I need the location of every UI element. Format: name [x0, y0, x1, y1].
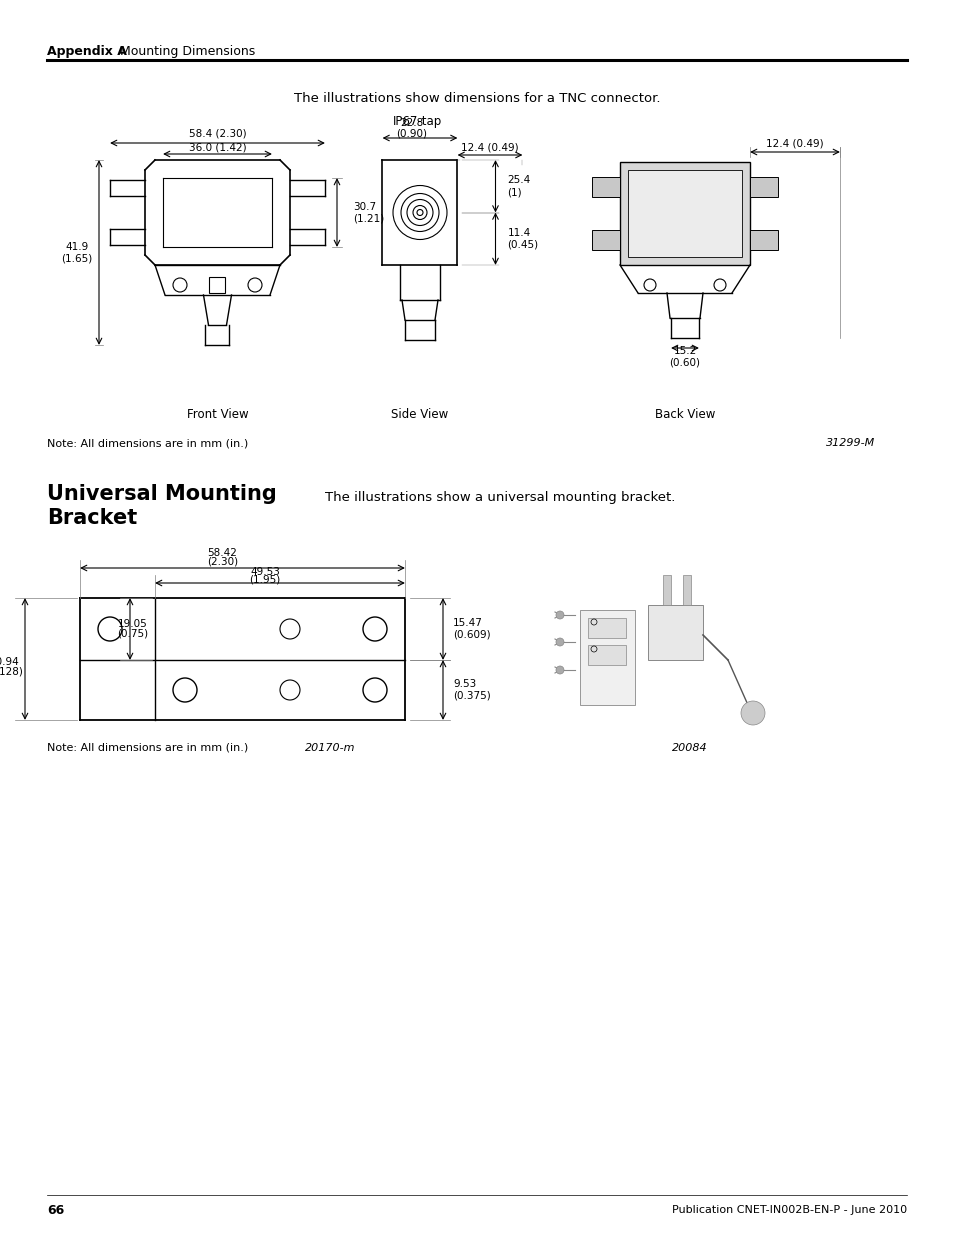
Text: 36.0 (1.42): 36.0 (1.42) — [189, 143, 246, 153]
Bar — [749, 230, 778, 249]
Text: 12.4 (0.49): 12.4 (0.49) — [765, 140, 823, 149]
Text: IP67-tap: IP67-tap — [393, 116, 442, 128]
Bar — [749, 177, 778, 198]
Text: 12.4 (0.49): 12.4 (0.49) — [460, 143, 517, 153]
Bar — [592, 177, 619, 198]
Text: The illustrations show dimensions for a TNC connector.: The illustrations show dimensions for a … — [294, 91, 659, 105]
Text: Note: All dimensions are in mm (in.): Note: All dimensions are in mm (in.) — [47, 438, 248, 448]
Text: 58.42: 58.42 — [208, 548, 237, 558]
Text: (1.128): (1.128) — [0, 666, 23, 676]
Text: 30.7
(1.21): 30.7 (1.21) — [353, 201, 384, 224]
Bar — [619, 162, 749, 266]
Text: 19.05: 19.05 — [118, 619, 148, 629]
Bar — [662, 576, 670, 605]
Text: Appendix A: Appendix A — [47, 46, 127, 58]
Text: 15.2
(0.60): 15.2 (0.60) — [669, 346, 700, 368]
Bar — [592, 230, 619, 249]
Bar — [579, 610, 635, 705]
Bar — [682, 576, 690, 605]
Circle shape — [556, 666, 563, 674]
Text: 9.53
(0.375): 9.53 (0.375) — [453, 679, 490, 700]
Text: Publication CNET-IN002B-EN-P - June 2010: Publication CNET-IN002B-EN-P - June 2010 — [671, 1205, 906, 1215]
Text: 58.4 (2.30): 58.4 (2.30) — [189, 128, 246, 140]
Text: 22.8: 22.8 — [400, 119, 423, 128]
Bar — [627, 170, 741, 257]
Bar — [210, 277, 225, 293]
Text: 31299-M: 31299-M — [825, 438, 874, 448]
Text: 30.94: 30.94 — [0, 657, 19, 667]
Circle shape — [556, 638, 563, 646]
Text: 15.47
(0.609): 15.47 (0.609) — [453, 619, 490, 640]
Text: (1.95): (1.95) — [249, 576, 280, 585]
Text: Front View: Front View — [187, 409, 248, 421]
Bar — [587, 618, 625, 638]
Text: 41.9
(1.65): 41.9 (1.65) — [61, 242, 92, 263]
Bar — [647, 605, 702, 659]
Text: 20170-m: 20170-m — [304, 743, 355, 753]
Text: (0.75): (0.75) — [117, 629, 149, 638]
Text: Side View: Side View — [391, 409, 448, 421]
Bar — [587, 645, 625, 664]
Text: (2.30): (2.30) — [207, 557, 238, 567]
Circle shape — [556, 611, 563, 619]
Text: 20084: 20084 — [672, 743, 707, 753]
Text: 66: 66 — [47, 1203, 64, 1216]
Text: Universal Mounting: Universal Mounting — [47, 484, 276, 504]
Text: (0.90): (0.90) — [396, 128, 427, 138]
Text: 49.53: 49.53 — [250, 567, 279, 577]
Text: 11.4
(0.45): 11.4 (0.45) — [507, 228, 538, 249]
Text: Mounting Dimensions: Mounting Dimensions — [120, 46, 255, 58]
Text: Note: All dimensions are in mm (in.): Note: All dimensions are in mm (in.) — [47, 743, 248, 753]
Text: Bracket: Bracket — [47, 508, 137, 529]
Text: 25.4
(1): 25.4 (1) — [507, 175, 530, 198]
Circle shape — [740, 701, 764, 725]
Text: Back View: Back View — [654, 409, 715, 421]
Text: The illustrations show a universal mounting bracket.: The illustrations show a universal mount… — [325, 490, 675, 504]
